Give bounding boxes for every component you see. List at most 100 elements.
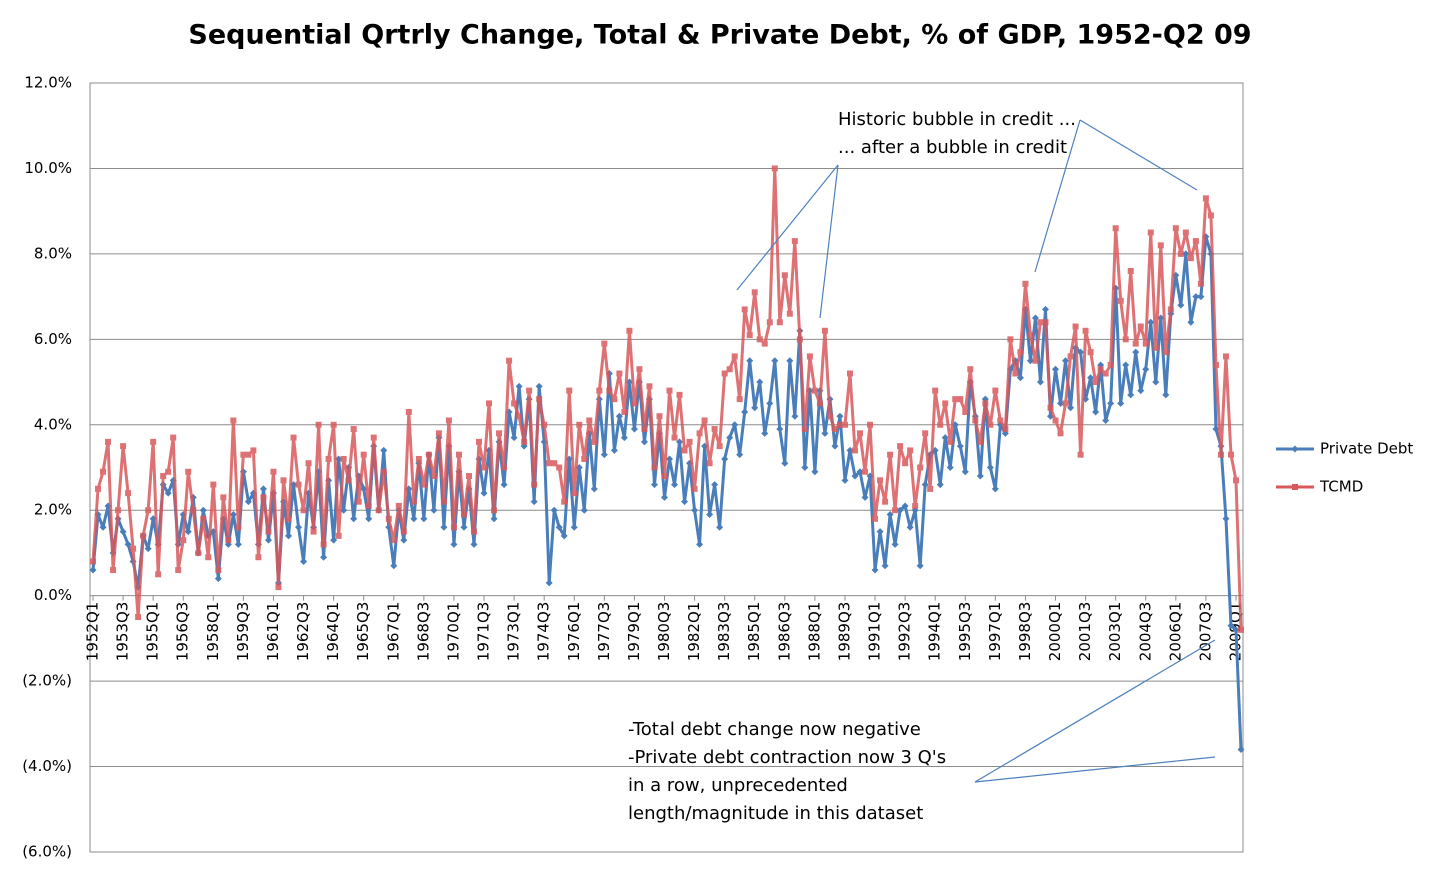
point — [616, 370, 623, 377]
point — [210, 481, 217, 488]
point — [325, 455, 332, 462]
point — [526, 387, 533, 394]
point — [1192, 238, 1199, 245]
point — [941, 434, 949, 442]
point — [285, 515, 292, 522]
point — [405, 408, 412, 415]
x-tick-label: 1980Q3 — [655, 602, 673, 662]
point — [370, 434, 377, 441]
point — [1062, 400, 1069, 407]
point — [1152, 344, 1159, 351]
point — [501, 464, 508, 471]
point — [1052, 417, 1059, 424]
point — [556, 464, 563, 471]
point — [240, 451, 247, 458]
point — [671, 434, 678, 441]
point — [506, 357, 513, 364]
point — [455, 451, 462, 458]
point — [229, 510, 237, 518]
point — [751, 289, 758, 296]
point — [1137, 387, 1145, 395]
point — [305, 460, 312, 467]
point — [1117, 297, 1124, 304]
point — [491, 507, 498, 514]
point — [907, 447, 914, 454]
point — [982, 400, 989, 407]
y-tick-label: 10.0% — [24, 159, 72, 177]
point — [420, 481, 427, 488]
x-tick-label: 1958Q1 — [204, 602, 222, 662]
point — [365, 502, 372, 509]
point — [1227, 622, 1235, 630]
x-tick-label: 2007Q3 — [1196, 602, 1214, 662]
point — [390, 537, 397, 544]
point — [791, 238, 798, 245]
point — [921, 481, 929, 489]
point — [561, 498, 568, 505]
point — [751, 404, 759, 412]
point — [555, 523, 563, 531]
point — [630, 425, 638, 433]
point — [1227, 451, 1234, 458]
series-line — [91, 166, 1243, 630]
point — [395, 502, 402, 509]
point — [250, 447, 257, 454]
x-tick-label: 1959Q3 — [234, 602, 252, 662]
y-tick-label: 8.0% — [34, 244, 72, 262]
point — [205, 554, 212, 561]
point — [756, 378, 764, 386]
point — [1107, 399, 1115, 407]
point — [946, 464, 954, 471]
point — [716, 443, 723, 450]
point — [676, 391, 683, 398]
y-tick-label: (4.0%) — [22, 757, 72, 775]
x-tick-label: 1962Q3 — [294, 602, 312, 662]
point — [1167, 306, 1174, 313]
point — [686, 438, 693, 445]
point — [816, 400, 823, 407]
point — [100, 468, 107, 475]
point — [1237, 745, 1245, 753]
point — [260, 494, 267, 501]
point — [871, 566, 879, 574]
point — [726, 434, 734, 442]
x-tick-label: 1956Q3 — [174, 602, 192, 662]
point — [1092, 379, 1099, 386]
point — [786, 357, 794, 365]
y-tick-label: 4.0% — [34, 415, 72, 433]
point — [861, 493, 869, 501]
point — [811, 468, 819, 476]
point — [244, 498, 252, 506]
point — [1122, 361, 1130, 369]
x-tick-label: 1961Q1 — [264, 602, 282, 662]
point — [681, 498, 689, 506]
plot-area — [89, 82, 1244, 853]
point — [1082, 327, 1089, 334]
point — [1222, 515, 1230, 523]
point — [887, 451, 894, 458]
point — [846, 446, 854, 454]
point — [1197, 293, 1205, 301]
point — [1127, 391, 1135, 399]
point — [771, 165, 778, 172]
x-tick-label: 1964Q1 — [324, 602, 342, 662]
point — [1002, 426, 1009, 433]
y-tick-label: 6.0% — [34, 330, 72, 348]
annotation: -Total debt change now negative — [628, 719, 921, 740]
point — [570, 523, 578, 531]
point — [1291, 445, 1299, 453]
point — [1072, 323, 1079, 330]
point — [345, 477, 352, 484]
point — [1132, 340, 1139, 347]
point — [105, 438, 112, 445]
point — [390, 562, 398, 570]
point — [942, 400, 949, 407]
point — [862, 468, 869, 475]
point — [430, 506, 438, 514]
point — [200, 515, 207, 522]
annotation: ... after a bubble in credit — [838, 137, 1067, 158]
series — [89, 233, 1245, 753]
x-tick-label: 2006Q1 — [1166, 602, 1184, 662]
point — [620, 434, 628, 442]
point — [721, 455, 729, 463]
